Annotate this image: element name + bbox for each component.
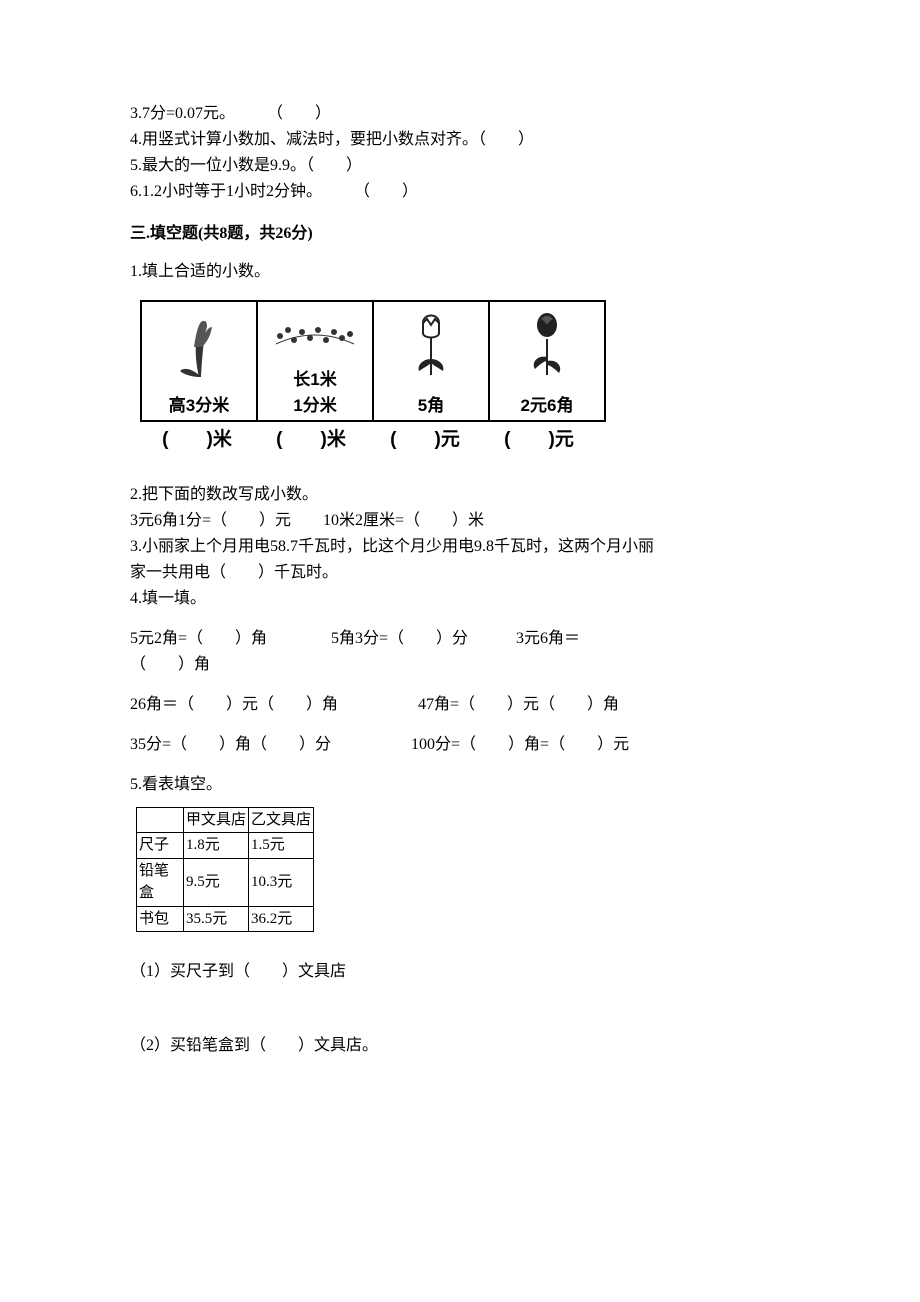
q5-r2c0: 书包 [137,906,184,932]
fill-q4-l2: 26角＝（ ）元（ ）角 47角=（ ）元（ ）角 [130,693,790,717]
q1-cell-3: 5角 [373,301,489,421]
rose-icon [492,309,602,389]
section-3-title: 三.填空题(共8题，共26分) [130,222,790,246]
fill-q4-l1: 5元2角=（ ）角 5角3分=（ ）分 3元6角＝ [130,627,790,651]
judge-q3: 3.7分=0.07元。 （ ） [130,102,790,126]
fill-q5-sub1: （1）买尺子到（ ）文具店 [130,960,790,984]
q1-cell-2-label-a: 长1米 [260,367,370,393]
q1-cell-4-label: 2元6角 [492,393,602,419]
q1-under-3: ( )元 [368,426,482,455]
q5-th-1: 甲文具店 [184,807,249,833]
q5-price-table: 甲文具店 乙文具店 尺子 1.8元 1.5元 铅笔盒 9.5元 10.3元 书包… [136,807,314,933]
q5-r1c1: 9.5元 [184,858,249,906]
q5-r0c2: 1.5元 [249,833,314,859]
fill-q3-b: 家一共用电（ ）千瓦时。 [130,561,790,585]
q1-cell-1-label: 高3分米 [144,393,254,419]
q1-cell-3-label: 5角 [376,393,486,419]
q1-under-row: ( )米 ( )米 ( )元 ( )元 [140,426,790,455]
fill-q5-sub2: （2）买铅笔盒到（ ）文具店。 [130,1034,790,1058]
q1-image-table: 高3分米 长1米 1分米 [140,300,606,422]
q5-r1c0: 铅笔盒 [137,858,184,906]
q5-th-2: 乙文具店 [249,807,314,833]
table-row: 铅笔盒 9.5元 10.3元 [137,858,314,906]
q5-r0c1: 1.8元 [184,833,249,859]
q5-r0c0: 尺子 [137,833,184,859]
fill-q4-l3: 35分=（ ）角（ ）分 100分=（ ）角=（ ）元 [130,733,790,757]
tulip-icon [376,309,486,389]
q5-r2c1: 35.5元 [184,906,249,932]
fill-q5-prompt: 5.看表填空。 [130,773,790,797]
plant-leaf-icon [144,313,254,389]
judge-q4: 4.用竖式计算小数加、减法时，要把小数点对齐。（ ） [130,128,790,152]
fill-q3-a: 3.小丽家上个月用电58.7千瓦时，比这个月少用电9.8千瓦时，这两个月小丽 [130,535,790,559]
q1-cell-2-label-b: 1分米 [260,393,370,419]
table-row: 尺子 1.8元 1.5元 [137,833,314,859]
fill-q4-l1b: （ ）角 [130,653,790,677]
fill-q2-line: 3元6角1分=（ ）元 10米2厘米=（ ）米 [130,509,790,533]
q1-cell-4: 2元6角 [489,301,605,421]
fill-q2-prompt: 2.把下面的数改写成小数。 [130,483,790,507]
q5-r1c2: 10.3元 [249,858,314,906]
q1-under-1: ( )米 [140,426,254,455]
table-row: 甲文具店 乙文具店 [137,807,314,833]
judge-q6: 6.1.2小时等于1小时2分钟。 （ ） [130,180,790,204]
fill-q1-prompt: 1.填上合适的小数。 [130,260,790,284]
q1-cell-1: 高3分米 [141,301,257,421]
page: 3.7分=0.07元。 （ ） 4.用竖式计算小数加、减法时，要把小数点对齐。（… [0,0,920,1302]
q1-cell-2: 长1米 1分米 [257,301,373,421]
q5-th-0 [137,807,184,833]
q5-r2c2: 36.2元 [249,906,314,932]
table-row: 书包 35.5元 36.2元 [137,906,314,932]
fill-q4-prompt: 4.填一填。 [130,587,790,611]
q1-under-4: ( )元 [482,426,596,455]
scattered-flowers-icon [260,316,370,364]
judge-q5: 5.最大的一位小数是9.9。（ ） [130,154,790,178]
q1-under-2: ( )米 [254,426,368,455]
